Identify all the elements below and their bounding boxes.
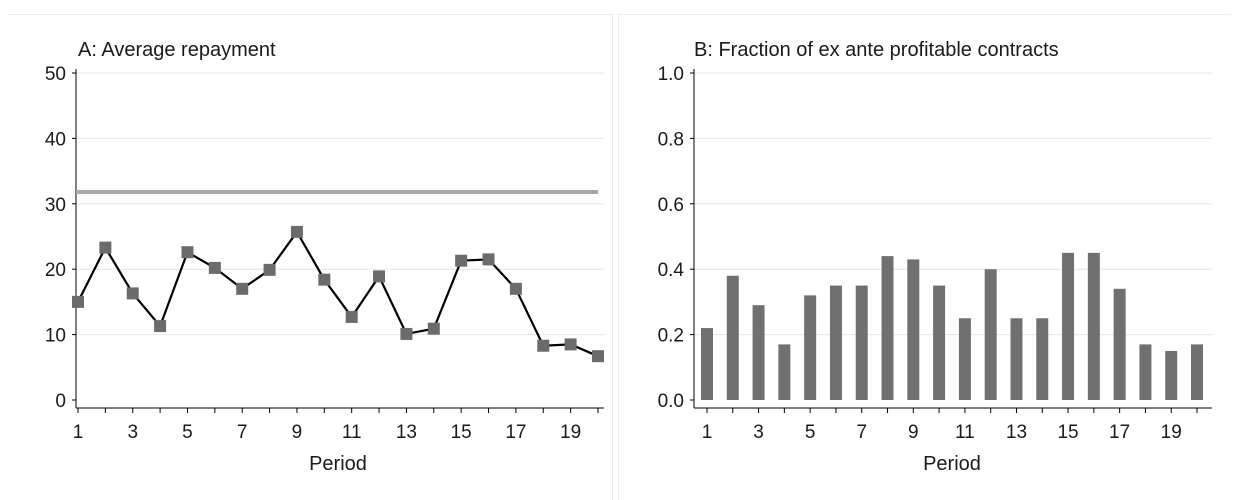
y-tick-label: 0.0 [658,391,684,412]
data-point [455,254,468,267]
bar [804,295,817,400]
data-point [345,310,358,323]
data-point [482,253,495,266]
data-point [208,261,221,274]
data-point [126,287,139,300]
x-tick-label: 7 [237,422,248,443]
x-tick-label: 1 [73,422,84,443]
bar [855,285,868,400]
bar [1010,318,1023,400]
bar [778,344,791,400]
y-tick-label: 10 [45,326,66,347]
y-tick-label: 0.6 [658,195,684,216]
bar [881,256,894,400]
bar [1139,344,1152,400]
x-tick-label: 5 [805,422,816,443]
chart-b: B: Fraction of ex ante profitable contra… [658,39,1212,475]
data-point [99,241,112,254]
data-point [290,225,303,238]
panel-b [618,14,1231,500]
data-point [537,339,550,352]
x-tick-label: 3 [753,422,764,443]
y-tick-label: 30 [45,195,66,216]
x-tick-label: 17 [1109,422,1130,443]
bar [752,305,765,400]
x-tick-label: 3 [127,422,138,443]
bar [1165,350,1178,400]
y-tick-label: 40 [45,129,66,150]
bar [1113,288,1126,400]
x-tick-label: 7 [856,422,867,443]
y-tick-label: 20 [45,260,66,281]
data-point [373,270,386,283]
x-tick-label: 15 [1057,422,1078,443]
data-point [72,295,84,308]
bar [1191,344,1203,400]
y-tick-label: 0.8 [658,129,684,150]
x-tick-label: 1 [702,422,713,443]
x-tick-label: 13 [1006,422,1027,443]
y-tick-label: 0.2 [658,326,684,347]
bar [933,285,946,400]
x-tick-label: 5 [182,422,193,443]
bar [907,259,920,400]
data-point [427,322,440,335]
data-point [564,338,577,351]
data-point [263,263,276,276]
x-tick-label: 17 [505,422,526,443]
x-tick-label: 11 [342,422,362,443]
x-tick-label: 11 [955,422,975,443]
x-tick-label: 9 [908,422,919,443]
data-point [318,273,331,286]
data-point [236,282,249,295]
data-point [509,282,522,295]
bar [984,269,997,400]
bar [1062,252,1075,400]
x-tick-label: 19 [560,422,581,443]
x-axis-label: Period [923,453,981,475]
bar [1036,318,1049,400]
y-tick-label: 0 [55,391,66,412]
x-tick-label: 15 [451,422,472,443]
data-point [154,320,167,333]
y-tick-label: 1.0 [658,64,684,85]
y-tick-label: 0.4 [658,260,685,281]
x-axis-label: Period [309,453,367,475]
bar [726,275,739,400]
bar [829,285,842,400]
chart-title: A: Average repayment [78,39,276,61]
bar [1087,252,1100,400]
bar [958,318,971,400]
chart-title: B: Fraction of ex ante profitable contra… [694,39,1059,61]
data-point [400,327,413,340]
data-point [592,350,604,363]
y-tick-label: 50 [45,64,66,85]
bar [701,328,713,400]
x-tick-label: 9 [292,422,303,443]
data-point [181,246,194,259]
x-tick-label: 19 [1161,422,1182,443]
x-tick-label: 13 [396,422,417,443]
